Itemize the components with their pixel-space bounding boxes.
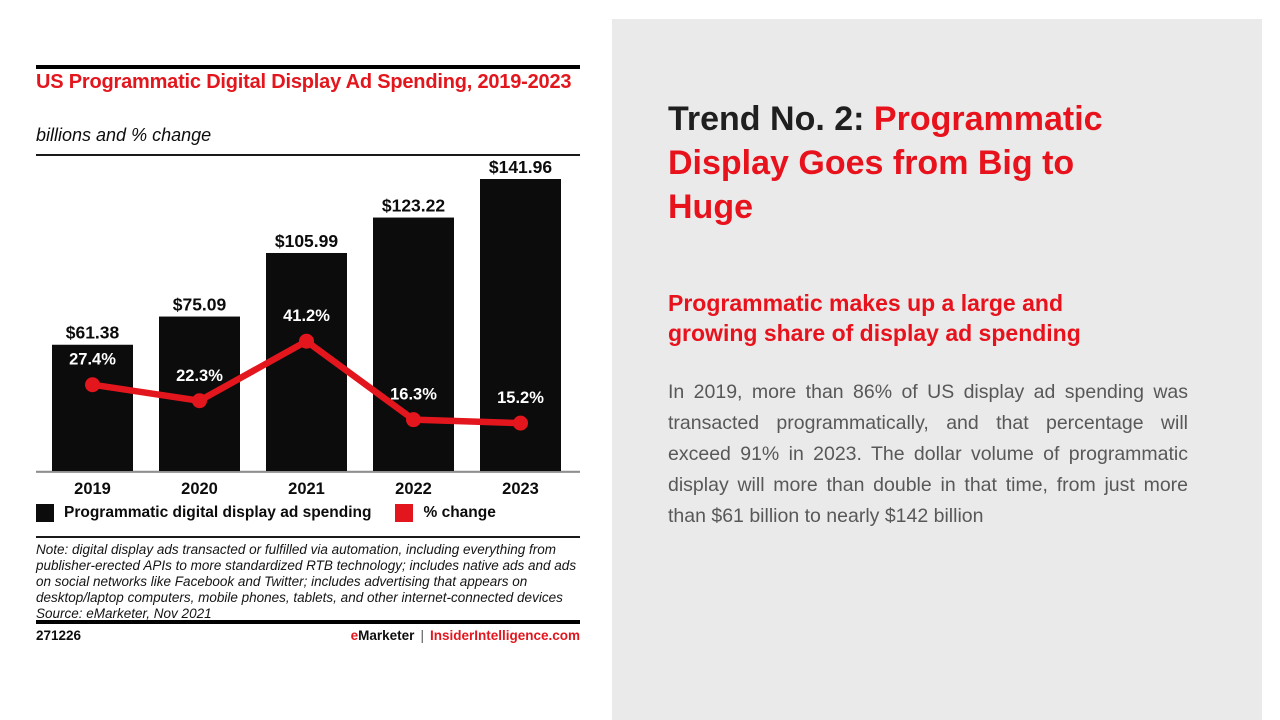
bar-value-label-2023: $141.96 [489, 157, 553, 177]
bar-value-label-2019: $61.38 [66, 323, 120, 343]
trend-heading: Trend No. 2: Programmatic Display Goes f… [668, 97, 1158, 229]
legend-item-pct-change: % change [395, 504, 496, 522]
emarketer-logo-e: e [350, 628, 359, 643]
pct-label-2021: 41.2% [283, 307, 330, 325]
x-tick-label-2020: 2020 [181, 480, 218, 498]
insider-intelligence-link[interactable]: InsiderIntelligence.com [429, 628, 580, 643]
legend-swatch-red-icon [395, 504, 414, 522]
legend-item-spending: Programmatic digital display ad spending [36, 504, 371, 522]
legend-label-pct-change: % change [423, 504, 496, 521]
trend-panel: Trend No. 2: Programmatic Display Goes f… [612, 19, 1262, 720]
brand-lockup: eMarketer | InsiderIntelligence.com [351, 628, 580, 643]
line-point-2019 [85, 377, 100, 393]
line-point-2020 [192, 393, 207, 409]
chart-note: Note: digital display ads transacted or … [36, 542, 577, 621]
x-tick-label-2021: 2021 [288, 480, 325, 498]
pct-label-2023: 15.2% [497, 389, 544, 407]
brand-divider: | [420, 628, 424, 643]
pct-label-2020: 22.3% [176, 367, 223, 385]
bottom-rule [36, 620, 580, 624]
trend-heading-prefix: Trend No. 2: [668, 100, 874, 138]
x-tick-label-2023: 2023 [502, 480, 539, 498]
legend-swatch-black-icon [36, 504, 54, 522]
line-point-2022 [406, 412, 421, 428]
line-point-2021 [299, 333, 314, 349]
chart-title: US Programmatic Digital Display Ad Spend… [36, 71, 572, 93]
pct-label-2022: 16.3% [390, 386, 437, 404]
trend-body-paragraph: In 2019, more than 86% of US display ad … [668, 381, 1188, 527]
title-divider-rule [36, 154, 580, 156]
chart-id: 271226 [36, 628, 82, 643]
x-tick-label-2019: 2019 [74, 480, 111, 498]
chart-legend: Programmatic digital display ad spending… [36, 504, 580, 522]
trend-subheading: Programmatic makes up a large and growin… [668, 290, 1081, 346]
note-divider-rule [36, 536, 580, 538]
bar-value-label-2021: $105.99 [275, 231, 339, 251]
chart-subtitle: billions and % change [36, 125, 212, 145]
bar-value-label-2020: $75.09 [173, 295, 227, 315]
bar-value-label-2022: $123.22 [382, 196, 446, 216]
emarketer-logo-name: Marketer [358, 628, 415, 643]
line-point-2023 [513, 415, 528, 431]
top-rule [36, 65, 580, 69]
chart-plot: $61.38 2019 $75.09 2020 $105.99 2021 $123.22 20… [36, 157, 580, 498]
x-tick-label-2022: 2022 [395, 480, 432, 498]
chart-footer: 271226 eMarketer | InsiderIntelligence.com [36, 628, 580, 643]
legend-label-spending: Programmatic digital display ad spending [64, 504, 372, 521]
trend-heading-highlight: Programmatic Display Goes from Big to Hu… [668, 100, 1103, 226]
emarketer-chart-card: US Programmatic Digital Display Ad Spend… [36, 0, 580, 720]
bar-2019 [52, 344, 133, 471]
bar-2022 [373, 217, 454, 471]
pct-label-2019: 27.4% [69, 351, 116, 369]
